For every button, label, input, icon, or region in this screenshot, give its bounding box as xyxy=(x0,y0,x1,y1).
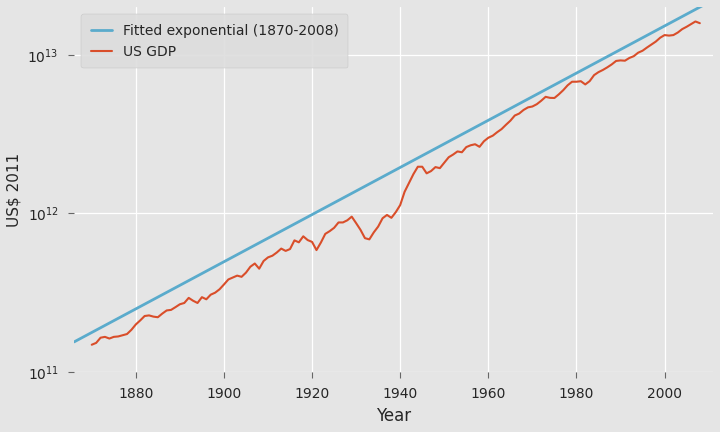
US GDP xyxy=(696,21,704,26)
Line: US GDP: US GDP xyxy=(91,22,700,345)
US GDP xyxy=(87,342,96,347)
US GDP xyxy=(475,144,484,149)
US GDP xyxy=(96,335,105,340)
Fitted exponential (1870-2008) xyxy=(70,339,78,344)
Fitted exponential (1870-2008) xyxy=(708,0,717,3)
Fitted exponential (1870-2008) xyxy=(508,105,517,110)
Fitted exponential (1870-2008) xyxy=(580,67,588,72)
Fitted exponential (1870-2008) xyxy=(135,305,144,310)
US GDP xyxy=(691,19,700,24)
Y-axis label: US$ 2011: US$ 2011 xyxy=(7,152,22,227)
Legend: Fitted exponential (1870-2008), US GDP: Fitted exponential (1870-2008), US GDP xyxy=(81,14,348,68)
Fitted exponential (1870-2008) xyxy=(568,73,577,78)
US GDP xyxy=(431,165,440,170)
Fitted exponential (1870-2008) xyxy=(328,201,337,206)
Line: Fitted exponential (1870-2008): Fitted exponential (1870-2008) xyxy=(74,0,713,342)
Fitted exponential (1870-2008) xyxy=(351,189,360,194)
US GDP xyxy=(405,180,413,185)
US GDP xyxy=(92,340,101,346)
X-axis label: Year: Year xyxy=(376,407,411,425)
US GDP xyxy=(683,24,691,29)
